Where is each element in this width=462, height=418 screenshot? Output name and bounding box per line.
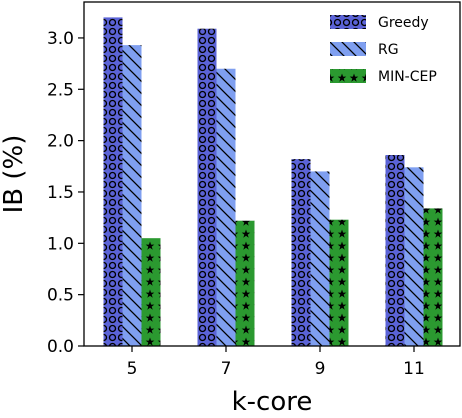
bar-greedy-11 bbox=[385, 155, 405, 346]
bar-rg-11 bbox=[404, 167, 424, 346]
legend-label-rg: RG bbox=[378, 42, 399, 58]
bar-min-cep-5 bbox=[141, 238, 161, 346]
legend-swatch-rg bbox=[330, 42, 366, 56]
bar-rg-5 bbox=[122, 45, 142, 346]
y-tick-label: 1.0 bbox=[47, 234, 74, 254]
bar-min-cep-11 bbox=[423, 208, 443, 346]
y-tick-label: 2.5 bbox=[47, 80, 74, 100]
bars-group bbox=[103, 17, 443, 346]
plot-frame bbox=[83, 1, 461, 347]
legend-label-min-cep: MIN-CEP bbox=[378, 69, 437, 85]
bar-greedy-9 bbox=[291, 159, 311, 346]
bar-rg-9 bbox=[310, 171, 330, 346]
bar-min-cep-7 bbox=[235, 220, 255, 346]
y-axis-title: IB (%) bbox=[0, 135, 29, 214]
y-tick-label: 1.5 bbox=[47, 183, 74, 203]
bar-rg-7 bbox=[216, 68, 236, 346]
x-axis-ticks: 5 7 9 11 bbox=[127, 346, 425, 379]
y-tick-label: 0.0 bbox=[47, 337, 74, 357]
y-axis-ticks: 0.0 0.5 1.0 1.5 2.0 2.5 3.0 bbox=[47, 29, 84, 357]
x-tick-label: 5 bbox=[127, 359, 138, 379]
legend-swatch-min-cep bbox=[330, 69, 366, 83]
y-tick-label: 3.0 bbox=[47, 29, 74, 49]
y-tick-label: 0.5 bbox=[47, 286, 74, 306]
legend-label-greedy: Greedy bbox=[378, 15, 429, 31]
x-tick-label: 11 bbox=[403, 359, 425, 379]
bar-min-cep-9 bbox=[329, 219, 349, 346]
legend-swatch-greedy bbox=[330, 15, 366, 29]
bar-greedy-7 bbox=[197, 28, 217, 346]
x-tick-label: 7 bbox=[221, 359, 232, 379]
legend: Greedy RG MIN-CEP bbox=[330, 15, 437, 85]
bar-greedy-5 bbox=[103, 17, 123, 346]
y-tick-label: 2.0 bbox=[47, 132, 74, 152]
x-tick-label: 9 bbox=[315, 359, 326, 379]
x-axis-title: k-core bbox=[232, 387, 313, 417]
